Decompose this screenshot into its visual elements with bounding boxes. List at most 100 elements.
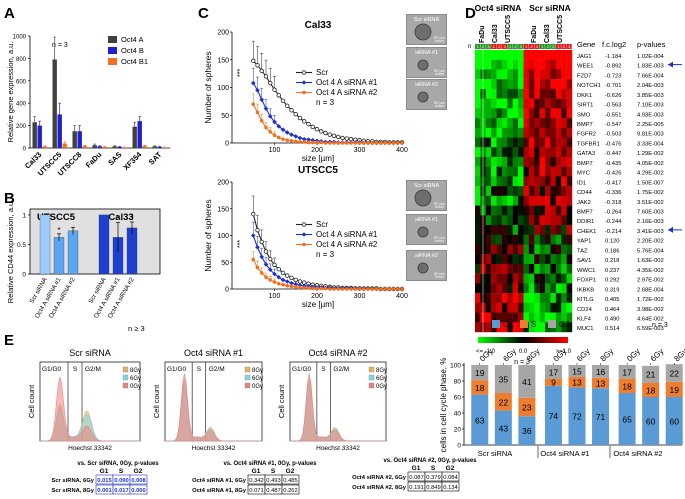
data-point-c (353, 141, 358, 145)
heatmap-cell (496, 234, 503, 245)
bar-oct4-b (77, 131, 82, 148)
heatmap-cell (518, 166, 524, 177)
heatmap-cell (550, 69, 557, 80)
gene-name: TGFBR1 (577, 141, 600, 147)
stacked-bar-value: 22 (669, 369, 679, 379)
replicate-number: 3 (552, 45, 554, 49)
heatmap-cell (496, 215, 503, 226)
data-point-c (289, 132, 294, 137)
heatmap-cell (534, 322, 540, 333)
p-table-row-label: Scr siRNA, 8Gy (51, 488, 94, 494)
plot-title-c: Cal33 (305, 20, 332, 31)
heatmap-cell (501, 156, 508, 167)
heatmap-cell (491, 293, 497, 304)
gene-p-value: 5.76E-004 (637, 248, 665, 254)
histogram-x-label: Hoechst 33342 (192, 445, 236, 452)
replicate-bar (550, 44, 556, 49)
heatmap-cell (523, 186, 530, 197)
p-table-row-label: Oct4 siRNA #1, 8Gy (192, 488, 247, 494)
stacked-bar-g2 (544, 365, 562, 379)
heatmap-cell (528, 127, 535, 138)
heatmap-cell (523, 254, 530, 265)
heatmap-cell (545, 254, 551, 265)
heatmap-cell (545, 273, 551, 284)
p-table-title: vs. Oct4 siRNA #2, 0Gy, p-values (383, 458, 477, 464)
heatmap-cell (501, 322, 508, 333)
heatmap-cell (507, 186, 513, 197)
gene-fold-change: 0.120 (605, 239, 620, 245)
data-point-c (289, 280, 294, 286)
heatmap-cell (566, 293, 573, 304)
data-point-c (255, 87, 260, 93)
heatmap-cell (518, 312, 524, 323)
heatmap-cell (545, 166, 551, 177)
p-table-col-header: G2 (446, 465, 455, 472)
heatmap-cell (534, 118, 540, 128)
heatmap-cell (539, 302, 546, 313)
heatmap-column-label: FaDu (531, 26, 538, 44)
heatmap-cell (501, 98, 508, 109)
heatmap-cell (507, 166, 513, 177)
p-table-row-label: Oct4 siRNA #2, 8Gy (352, 485, 407, 491)
bar-cd44 (126, 227, 138, 275)
gene-fold-change: 0.218 (605, 258, 620, 264)
heatmap-cell (485, 108, 492, 119)
histogram-y-label: Cell count (152, 384, 161, 418)
data-point-c (272, 119, 277, 125)
heatmap-cell (534, 50, 540, 60)
heatmap-cell (501, 59, 508, 70)
y-tick-label-e: 100 (450, 363, 461, 370)
heatmap-cell (550, 205, 557, 216)
heatmap-cell (528, 147, 535, 158)
heatmap-cell (475, 234, 481, 245)
heatmap-cell (491, 59, 497, 70)
fc-column-header: f.c.log2 (602, 40, 626, 49)
histogram-legend-swatch (368, 382, 375, 389)
bar-oct4-b1 (42, 146, 47, 148)
heatmap-cell (475, 108, 481, 119)
heatmap-cell (555, 88, 562, 99)
phase-label: G2/M (209, 366, 225, 373)
heatmap-group-scr: Scr siRNA (529, 3, 571, 13)
heatmap-cell (550, 108, 557, 119)
heatmap-cell (561, 283, 567, 294)
p-table-col-header: S (431, 465, 436, 472)
bar-oct4-a (132, 126, 137, 148)
heatmap-cell (534, 166, 540, 177)
heatmap-cell (550, 98, 557, 109)
gene-fold-change: -0.264 (605, 210, 622, 216)
heatmap-cell (566, 244, 573, 255)
heatmap-cell (523, 273, 530, 284)
heatmap-cell (523, 263, 530, 274)
n-label-d: n = 3 (514, 359, 530, 366)
bar-oct4-b (157, 146, 162, 148)
heatmap-cell (561, 79, 567, 90)
plot-background-b (29, 208, 161, 275)
data-point-c (383, 287, 387, 291)
gene-fold-change: -0.701 (605, 83, 621, 89)
gene-fold-change: 0.464 (605, 307, 620, 313)
gene-name: BMP7 (577, 210, 593, 216)
gene-fold-change: -0.503 (605, 132, 621, 138)
heatmap-cell (512, 322, 519, 333)
heatmap-cell (566, 215, 573, 226)
data-point-c (251, 257, 256, 262)
heatmap-cell (555, 127, 562, 138)
heatmap-cell (501, 176, 508, 187)
heatmap-cell (561, 225, 567, 235)
heatmap-cell (512, 108, 519, 119)
gene-fold-change: 0.292 (605, 278, 620, 284)
stacked-bar-g1 (592, 388, 610, 445)
data-point-c (276, 135, 281, 140)
heatmap-cell (523, 50, 530, 60)
heatmap-cell (501, 50, 508, 60)
data-point-c (298, 140, 302, 144)
stacked-bar-value: 60 (669, 417, 679, 427)
heatmap-cell (518, 156, 524, 167)
y-tick-label-e: 40 (454, 411, 462, 418)
heatmap-cell (528, 69, 535, 80)
heatmap-cell (545, 137, 551, 148)
data-point-c (319, 286, 324, 291)
gene-name: SIRT1 (577, 103, 593, 109)
heatmap-cell (539, 88, 546, 99)
